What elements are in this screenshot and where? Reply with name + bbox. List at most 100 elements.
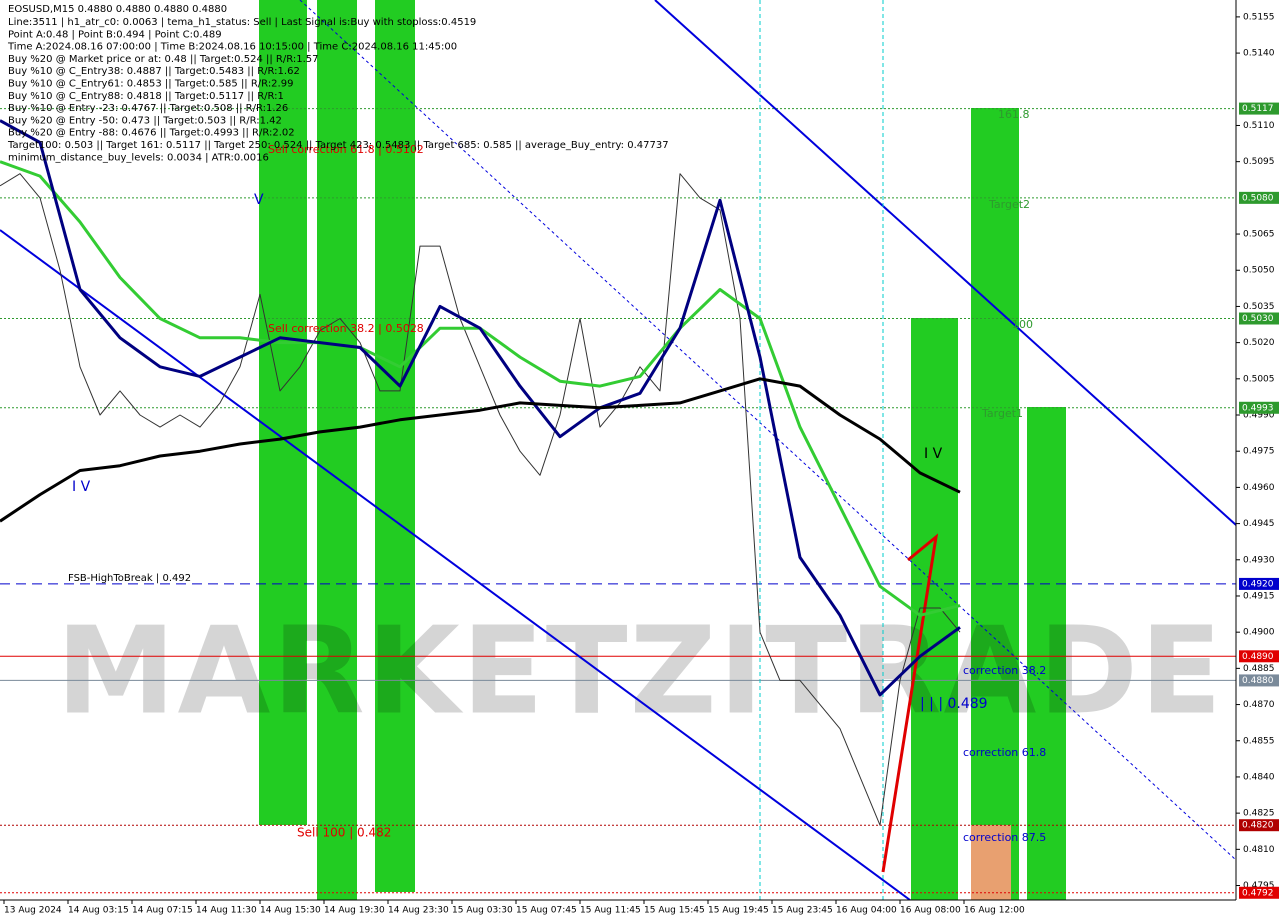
y-tick-label: 0.4900 bbox=[1243, 628, 1275, 638]
abc-line bbox=[881, 533, 939, 873]
y-tick-label: 0.4870 bbox=[1243, 700, 1275, 710]
plot bbox=[0, 119, 961, 826]
x-tick-label: 15 Aug 07:45 bbox=[516, 906, 577, 916]
x-tick-label: 15 Aug 03:30 bbox=[452, 906, 513, 916]
x-tick-label: 15 Aug 11:45 bbox=[580, 906, 641, 916]
info-line: minimum_distance_buy_levels: 0.0034 | AT… bbox=[8, 152, 269, 163]
level-tag bbox=[1239, 401, 1279, 414]
info-line: Buy %10 @ C_Entry38: 0.4887 || Target:0.… bbox=[8, 66, 300, 77]
y-tick-label: 0.5110 bbox=[1243, 121, 1275, 131]
info-line: Buy %10 @ C_Entry61: 0.4853 || Target:0.… bbox=[8, 79, 293, 90]
x-tick-label: 14 Aug 11:30 bbox=[196, 906, 257, 916]
annotation: Target2 bbox=[988, 198, 1030, 211]
y-tick-label: 0.5155 bbox=[1243, 12, 1275, 22]
y-tick-label: 0.5140 bbox=[1243, 49, 1275, 59]
annotation: correction 87.5 bbox=[963, 831, 1046, 844]
level-label: 0.5117 bbox=[1242, 104, 1274, 114]
info-line: Target100: 0.503 || Target 161: 0.5117 |… bbox=[7, 140, 669, 151]
x-tick-label: 15 Aug 15:45 bbox=[644, 906, 705, 916]
annotation: | | | 0.489 bbox=[920, 696, 988, 712]
annotation: Target1 bbox=[981, 407, 1023, 420]
chart-title: EOSUSD,M15 0.4880 0.4880 0.4880 0.4880 bbox=[8, 4, 227, 15]
info-panel: EOSUSD,M15 0.4880 0.4880 0.4880 0.4880 L… bbox=[7, 4, 669, 163]
info-line: Buy %10 @ Entry -23: 0.4767 || Target:0.… bbox=[8, 103, 288, 114]
y-tick-label: 0.5005 bbox=[1243, 374, 1275, 384]
level-tag bbox=[1239, 191, 1279, 204]
title-prices: 0.4880 0.4880 0.4880 0.4880 bbox=[78, 4, 228, 15]
annotation: FSB-HighToBreak | 0.492 bbox=[68, 573, 191, 584]
zone bbox=[259, 0, 307, 825]
annotation: Sell correction 38.2 | 0.5028 bbox=[268, 322, 424, 335]
zone bbox=[971, 108, 1019, 900]
level-label: 0.4993 bbox=[1242, 403, 1274, 413]
y-tick-label: 0.4915 bbox=[1243, 591, 1275, 601]
lines bbox=[0, 0, 1237, 901]
series-line bbox=[0, 173, 961, 826]
level-label: 0.5030 bbox=[1242, 314, 1274, 324]
x-tick-label: 13 Aug 2024 bbox=[4, 906, 62, 916]
y-tick-label: 0.4945 bbox=[1243, 519, 1275, 529]
watermark: MARKETZITRADE bbox=[56, 603, 1224, 742]
axes: 0.5155 0.5140 0.5110 0.5095 0.5065 0.5050 0.50… bbox=[3, 12, 1279, 916]
grid bbox=[0, 108, 1236, 894]
annotation: correction 61.8 bbox=[963, 746, 1046, 759]
channel-line bbox=[0, 229, 911, 901]
y-tick-label: 0.5050 bbox=[1243, 266, 1275, 276]
level-label: 0.4890 bbox=[1242, 652, 1274, 662]
info-line: Buy %20 @ Market price or at: 0.48 || Ta… bbox=[8, 54, 319, 65]
level-label: 0.4792 bbox=[1242, 888, 1274, 898]
y-tick-label: 0.4885 bbox=[1243, 664, 1275, 674]
zones bbox=[259, 0, 1066, 900]
level-tag bbox=[1239, 102, 1279, 115]
y-tick-label: 0.4960 bbox=[1243, 483, 1275, 493]
x-tick-label: 14 Aug 19:30 bbox=[324, 906, 385, 916]
info-line: Buy %10 @ C_Entry88: 0.4818 || Target:0.… bbox=[8, 91, 284, 102]
info-line: Buy %20 @ Entry -50: 0.473 || Target:0.5… bbox=[8, 115, 282, 126]
level-label: 0.4880 bbox=[1242, 676, 1274, 686]
level-tag bbox=[1239, 886, 1279, 899]
x-tick-label: 16 Aug 12:00 bbox=[964, 906, 1025, 916]
y-tick-label: 0.4855 bbox=[1243, 736, 1275, 746]
channel-line bbox=[654, 0, 1237, 526]
zone bbox=[971, 825, 1011, 900]
series-line bbox=[0, 377, 961, 523]
info-line: Buy %20 @ Entry -88: 0.4676 || Target:0.… bbox=[8, 128, 295, 139]
annotation: correction 38.2 bbox=[963, 664, 1046, 677]
level-label: 0.4820 bbox=[1242, 821, 1274, 831]
level-tag bbox=[1239, 650, 1279, 663]
annotation: 161.8 bbox=[998, 108, 1030, 121]
y-tick-label: 0.4810 bbox=[1243, 845, 1275, 855]
level-label: 0.4920 bbox=[1242, 579, 1274, 589]
annotation: I V bbox=[924, 446, 943, 462]
annotations: Sell correction 61.8 | 0.5102 Sell corre… bbox=[68, 108, 1046, 844]
x-tick-label: 14 Aug 07:15 bbox=[132, 906, 193, 916]
info-line: Line:3511 | h1_atr_c0: 0.0063 | tema_h1_… bbox=[8, 17, 476, 28]
x-tick-label: 14 Aug 03:15 bbox=[68, 906, 129, 916]
y-tick-label: 0.5095 bbox=[1243, 157, 1275, 167]
x-tick-label: 14 Aug 15:30 bbox=[260, 906, 321, 916]
zone bbox=[375, 0, 415, 892]
y-tick-label: 0.4975 bbox=[1243, 447, 1275, 457]
y-tick-label: 0.4840 bbox=[1243, 772, 1275, 782]
zone bbox=[317, 0, 357, 900]
x-tick-label: 15 Aug 23:45 bbox=[772, 906, 833, 916]
title: EOSUSD,M15 bbox=[8, 4, 74, 15]
level-label: 0.5080 bbox=[1242, 193, 1274, 203]
x-tick-label: 16 Aug 04:00 bbox=[836, 906, 897, 916]
y-tick-label: 0.5020 bbox=[1243, 338, 1275, 348]
y-tick-label: 0.4795 bbox=[1243, 881, 1275, 891]
level-tag bbox=[1239, 819, 1279, 832]
x-tick-label: 14 Aug 23:30 bbox=[388, 906, 449, 916]
annotation: I V bbox=[72, 479, 91, 495]
y-tick-label: 0.4990 bbox=[1243, 411, 1275, 421]
channel-line bbox=[299, 0, 1237, 861]
info-line: Point A:0.48 | Point B:0.494 | Point C:0… bbox=[8, 29, 222, 40]
level-tag bbox=[1239, 577, 1279, 590]
zone bbox=[1027, 407, 1066, 900]
x-tick-label: 15 Aug 19:45 bbox=[708, 906, 769, 916]
y-tick-label: 0.4930 bbox=[1243, 555, 1275, 565]
x-tick-label: 16 Aug 08:00 bbox=[900, 906, 961, 916]
y-tick-label: 0.5065 bbox=[1243, 230, 1275, 240]
price-axis bbox=[1236, 0, 1280, 920]
